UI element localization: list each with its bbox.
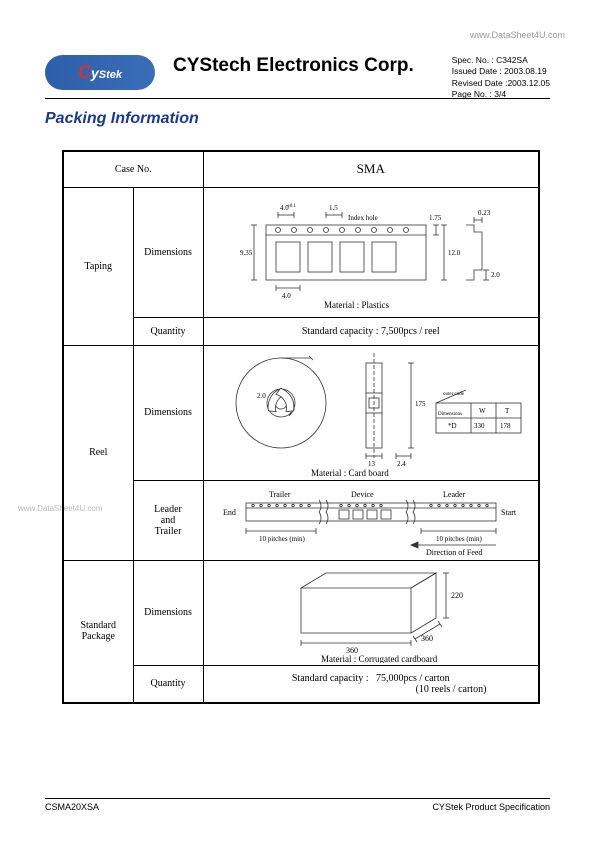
section-title: Packing Information	[45, 110, 199, 128]
pkg-qty-label: Quantity	[133, 665, 203, 703]
pkg-qty-prefix: Standard capacity :	[292, 673, 369, 684]
svg-text:Dimensions: Dimensions	[438, 412, 462, 417]
spec-revised: Revised Date :2003.12.05	[452, 78, 550, 89]
svg-text:12.0: 12.0	[448, 249, 461, 257]
footer: CSMA20XSA CYStek Product Specification	[45, 798, 550, 812]
svg-text:Direction of Feed: Direction of Feed	[426, 548, 482, 557]
svg-text:220: 220	[451, 591, 463, 600]
svg-text:W: W	[479, 407, 486, 415]
spec-block: Spec. No. : C342SA Issued Date : 2003.08…	[452, 55, 550, 101]
svg-text:Material : Plastics: Material : Plastics	[324, 300, 389, 310]
reel-diagram: 2.0 13 2.4 175 outer code W T Dimensions…	[203, 345, 539, 480]
taping-qty: Standard capacity : 7,500pcs / reel	[203, 317, 539, 345]
svg-text:1.75: 1.75	[429, 214, 442, 222]
taping-diagram: 4.0 ±0.1 1.5 Index hole 0.23 9.35 1.75 1…	[203, 187, 539, 317]
spec-page: Page No. : 3/4	[452, 89, 550, 100]
svg-text:9.35: 9.35	[240, 249, 253, 257]
header-case: Case No.	[63, 151, 203, 187]
leader-label: Leader and Trailer	[133, 480, 203, 560]
pkg-qty: Standard capacity : 75,000pcs / carton (…	[203, 665, 539, 703]
svg-text:Material : Card board: Material : Card board	[311, 468, 389, 478]
svg-text:Index hole: Index hole	[348, 214, 378, 222]
watermark-top: www.DataSheet4U.com	[470, 30, 565, 40]
pkg-qty-line2: (10 reels / carton)	[416, 684, 487, 695]
svg-text:2.4: 2.4	[397, 460, 406, 468]
svg-text:1.5: 1.5	[329, 204, 338, 212]
footer-right: CYStek Product Specification	[432, 802, 550, 812]
spec-no: Spec. No. : C342SA	[452, 55, 550, 66]
pkg-dim-label: Dimensions	[133, 560, 203, 665]
svg-text:Trailer: Trailer	[269, 490, 291, 499]
svg-text:Material : Corrugated cardboar: Material : Corrugated cardboard	[321, 654, 438, 663]
spec-issued: Issued Date : 2003.08.19	[452, 66, 550, 77]
header-sma: SMA	[203, 151, 539, 187]
svg-text:*D: *D	[448, 422, 457, 430]
svg-text:2.0: 2.0	[491, 271, 500, 279]
leader-diagram: Trailer Device Leader End Start 10 pitch…	[203, 480, 539, 560]
svg-text:175: 175	[415, 400, 426, 408]
reel-dim-label: Dimensions	[133, 345, 203, 480]
pkg-diagram: 360 360 220 Material : Corrugated cardbo…	[203, 560, 539, 665]
svg-text:End: End	[223, 508, 236, 517]
svg-text:10 pitches (min): 10 pitches (min)	[259, 535, 306, 543]
svg-text:±0.1: ±0.1	[287, 204, 296, 209]
company-name: CYStech Electronics Corp.	[173, 55, 452, 77]
header: CyStek CYStech Electronics Corp. Spec. N…	[45, 55, 550, 101]
taping-dim-label: Dimensions	[133, 187, 203, 317]
taping-qty-label: Quantity	[133, 317, 203, 345]
reel-group: Reel	[63, 345, 133, 560]
pkg-group: Standard Package	[63, 560, 133, 703]
svg-text:2.0: 2.0	[257, 392, 266, 400]
svg-text:330: 330	[474, 422, 485, 430]
svg-text:Leader: Leader	[443, 490, 466, 499]
svg-text:outer code: outer code	[443, 392, 465, 397]
svg-text:T: T	[505, 407, 510, 415]
svg-text:4.0: 4.0	[282, 292, 291, 300]
footer-left: CSMA20XSA	[45, 802, 99, 812]
svg-text:Start: Start	[501, 508, 517, 517]
svg-text:Device: Device	[351, 490, 374, 499]
logo: CyStek	[45, 55, 155, 90]
taping-group: Taping	[63, 187, 133, 345]
svg-text:10 pitches (min): 10 pitches (min)	[436, 535, 483, 543]
svg-text:0.23: 0.23	[478, 209, 491, 217]
header-divider	[45, 98, 550, 99]
svg-text:360: 360	[421, 634, 433, 643]
svg-text:178: 178	[500, 422, 511, 430]
pkg-qty-line1: 75,000pcs / carton	[376, 673, 450, 684]
packing-table: Case No. SMA Taping Dimensions	[62, 150, 540, 704]
svg-text:13: 13	[368, 460, 376, 468]
